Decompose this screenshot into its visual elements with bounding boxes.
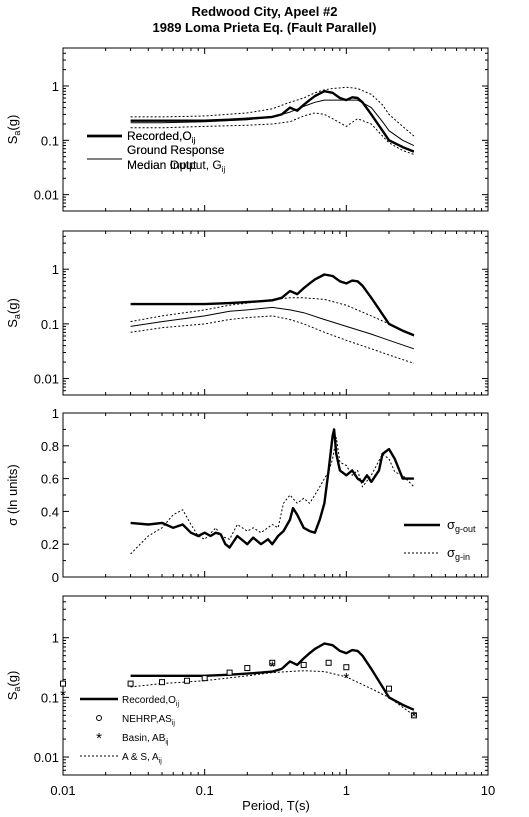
legend: σg-out σg-in — [404, 517, 476, 562]
plot-frame — [62, 230, 489, 396]
x-tick-label: 0.01 — [50, 783, 75, 798]
y-tick-label: 0.01 — [34, 372, 59, 387]
legend-label-2: NEHRP,ASij — [122, 714, 175, 727]
y-tick-label: 0.1 — [41, 690, 59, 705]
title-line-2: 1989 Loma Prieta Eq. (Fault Parallel) — [152, 20, 377, 35]
data-point-square — [127, 680, 134, 687]
chart-panel-4: 0.01 0.1 1 Sa(g) * * * * Recorded,Oij NEHRP,ASij *… — [5, 595, 495, 798]
data-point-square — [410, 712, 417, 719]
data-point-square — [183, 677, 190, 684]
data-point-star: * — [343, 670, 349, 687]
x-tick-label: 1 — [343, 783, 350, 798]
series-recorded-oij — [130, 89, 415, 153]
data-point-square — [201, 675, 208, 682]
series-median-input — [130, 306, 415, 350]
data-point-square — [343, 664, 350, 671]
legend-marker-basin: * — [96, 730, 102, 747]
series-group — [130, 428, 415, 555]
data-point-square — [244, 665, 251, 672]
figure-title: Redwood City, Apeel #2 1989 Loma Prieta … — [0, 4, 529, 36]
title-line-1: Redwood City, Apeel #2 — [191, 4, 338, 19]
y-tick-label: 1 — [52, 262, 59, 277]
y-tick-label: 0.4 — [41, 504, 59, 519]
series--g-out — [130, 428, 414, 549]
series-lower-bound — [130, 315, 415, 364]
series-group — [130, 273, 415, 364]
data-point-square — [60, 680, 66, 687]
series-median-output-gij — [130, 99, 415, 147]
series-upper-bound — [130, 86, 415, 137]
legend-label-ground-response: Ground Response — [127, 143, 225, 157]
data-point-square — [325, 659, 332, 666]
legend-label-median: Median Input — [127, 158, 197, 172]
legend-label-recorded: Recorded,Oij — [127, 129, 195, 145]
y-tick-label: 0.6 — [41, 472, 59, 487]
series-upper-bound — [130, 297, 415, 337]
plot-frame — [62, 412, 489, 578]
series-lower-bound — [130, 112, 415, 155]
legend-label-median: Median Output, Gij — [127, 158, 225, 174]
chart-panel-3: 0 0.2 0.4 0.6 0.8 1 σ (ln units) σg-out σg-in — [5, 406, 489, 585]
y-tick-label: 0.01 — [34, 750, 59, 765]
series-a-s-aij — [130, 670, 415, 716]
legend-label-3: Basin, ABij — [122, 733, 169, 746]
y-tick-label: 1 — [52, 79, 59, 94]
y-tick-label: 0.8 — [41, 439, 59, 454]
y-tick-label: 0.2 — [41, 537, 59, 552]
y-axis-label: σ (ln units) — [5, 464, 20, 525]
legend-label-ground-response: Ground Response — [127, 143, 225, 157]
legend-label-1: σg-out — [447, 517, 476, 534]
y-tick-label: 1 — [52, 631, 59, 646]
legend-label-recorded: Recorded,Oij — [127, 129, 195, 145]
y-tick-label: 0.1 — [41, 133, 59, 148]
legend-label-1: Recorded,Oij — [122, 695, 179, 708]
data-point-square — [269, 659, 276, 666]
data-point-square — [159, 679, 166, 686]
legend-marker-nehrp — [96, 715, 102, 721]
x-tick-label: 0.1 — [196, 783, 214, 798]
y-tick-label: 0.01 — [34, 188, 59, 203]
y-tick-label: 0.1 — [41, 317, 59, 332]
legend-label-2: σg-in — [447, 545, 470, 562]
y-axis-label: Sa(g) — [5, 671, 22, 701]
y-tick-label: 0 — [52, 570, 59, 585]
y-axis-label: Sa(g) — [5, 115, 22, 145]
series-group — [130, 86, 415, 155]
series--g-in — [130, 437, 415, 555]
data-point-square — [385, 685, 392, 692]
data-point-square — [300, 661, 307, 668]
x-axis-label: Period, T(s) — [242, 798, 310, 813]
x-tick-label: 10 — [481, 783, 495, 798]
y-tick-label: 1 — [52, 406, 59, 421]
data-point-star: * — [60, 687, 66, 704]
data-point-star: * — [269, 659, 275, 676]
legend-label-4: A & S, Aij — [122, 752, 162, 765]
series-recorded-oij — [130, 273, 415, 337]
plot-frame — [62, 47, 489, 212]
data-point-square — [226, 669, 233, 676]
legend: Recorded,Oij NEHRP,ASij * Basin, ABij A & S,… — [80, 695, 179, 765]
data-point-star: * — [411, 708, 417, 725]
plot-frame — [62, 595, 489, 776]
y-axis-label: Sa(g) — [5, 298, 22, 328]
